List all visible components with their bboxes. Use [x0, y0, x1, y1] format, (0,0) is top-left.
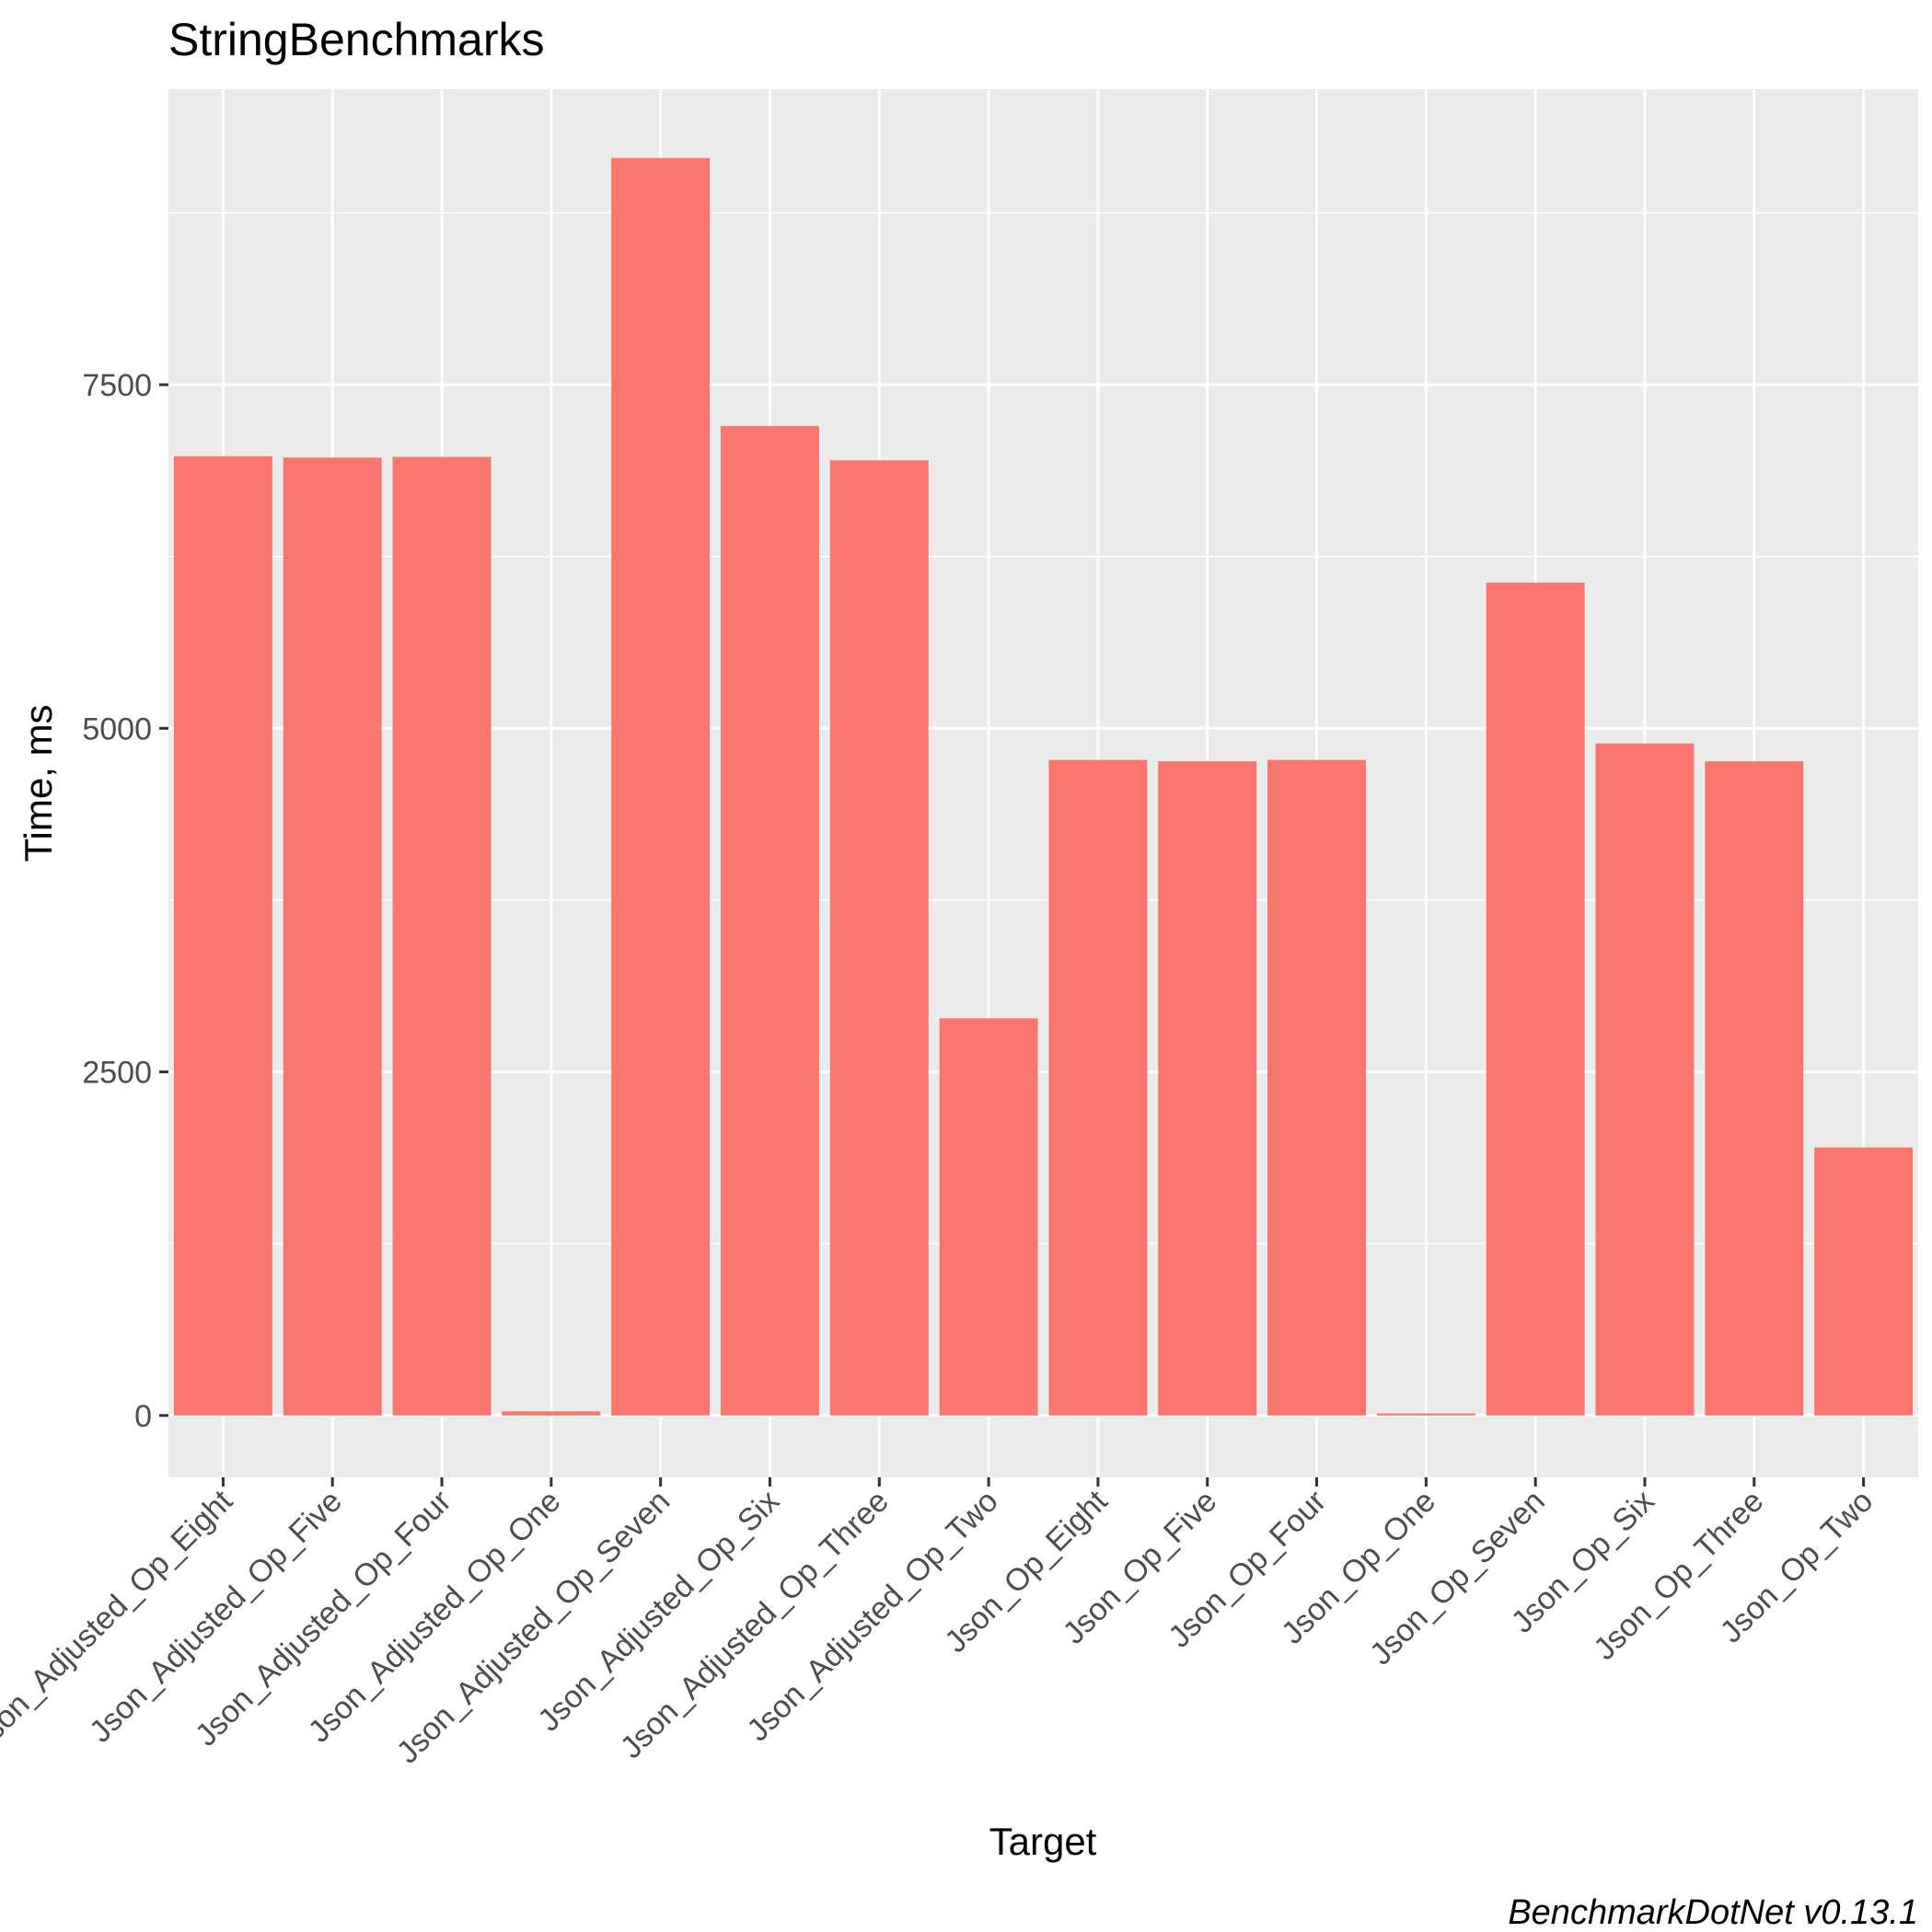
bar-json-op-five — [1158, 761, 1257, 1416]
x-axis-title: Target — [989, 1820, 1097, 1863]
bar-json-op-six — [1595, 743, 1695, 1416]
bar-json-adjusted-op-six — [721, 425, 819, 1416]
caption: BenchmarkDotNet v0.13.1 — [1508, 1893, 1918, 1932]
bar-json-op-four — [1267, 759, 1366, 1416]
bar-json-adjusted-op-two — [939, 1018, 1038, 1416]
bar-json-op-seven — [1486, 583, 1585, 1416]
y-tick-label: 7500 — [82, 368, 152, 403]
bar-json-adjusted-op-four — [392, 457, 492, 1416]
bar-json-adjusted-op-seven — [611, 157, 711, 1416]
bar-json-adjusted-op-three — [829, 460, 929, 1416]
y-axis-title: Time, ms — [17, 704, 60, 862]
bar-json-adjusted-op-five — [283, 457, 382, 1416]
bar-json-op-one — [1376, 1413, 1475, 1416]
bar-json-op-eight — [1048, 759, 1148, 1416]
bar-json-adjusted-op-one — [502, 1411, 601, 1416]
y-tick-label: 2500 — [82, 1056, 152, 1091]
bars — [173, 157, 1914, 1416]
x-axis: Json_Adjusted_Op_EightJson_Adjusted_Op_F… — [0, 1477, 1880, 1770]
bar-json-adjusted-op-eight — [173, 456, 272, 1416]
bar-json-op-three — [1705, 761, 1804, 1416]
bar-json-op-two — [1814, 1147, 1914, 1416]
y-tick-label: 0 — [134, 1399, 152, 1434]
y-tick-label: 5000 — [82, 711, 152, 746]
y-axis: 0 2500 5000 7500 — [82, 368, 168, 1434]
chart-title: StringBenchmarks — [168, 14, 545, 65]
